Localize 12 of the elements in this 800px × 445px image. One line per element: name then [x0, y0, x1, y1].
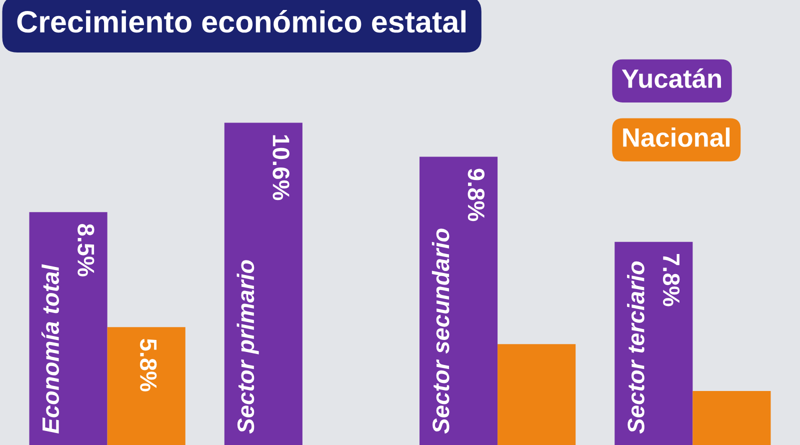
x-tick-label: Economía total	[41, 264, 60, 434]
data-label: 7.8%	[662, 254, 680, 306]
data-label: 9.8%	[468, 168, 485, 222]
x-tick-label: Sector secundario	[432, 228, 450, 434]
text: Yucatán	[622, 68, 721, 88]
chart-title: Crecimiento económico estatal	[17, 10, 466, 33]
data-label: 8.5%	[78, 224, 94, 276]
x-tick-label: Sector primario	[236, 260, 259, 434]
data-label: 10.6%	[272, 135, 290, 200]
data-label: 5.8%	[140, 338, 157, 392]
text: Nacional	[623, 128, 730, 147]
x-tick-label: Sector terciario	[627, 261, 644, 434]
